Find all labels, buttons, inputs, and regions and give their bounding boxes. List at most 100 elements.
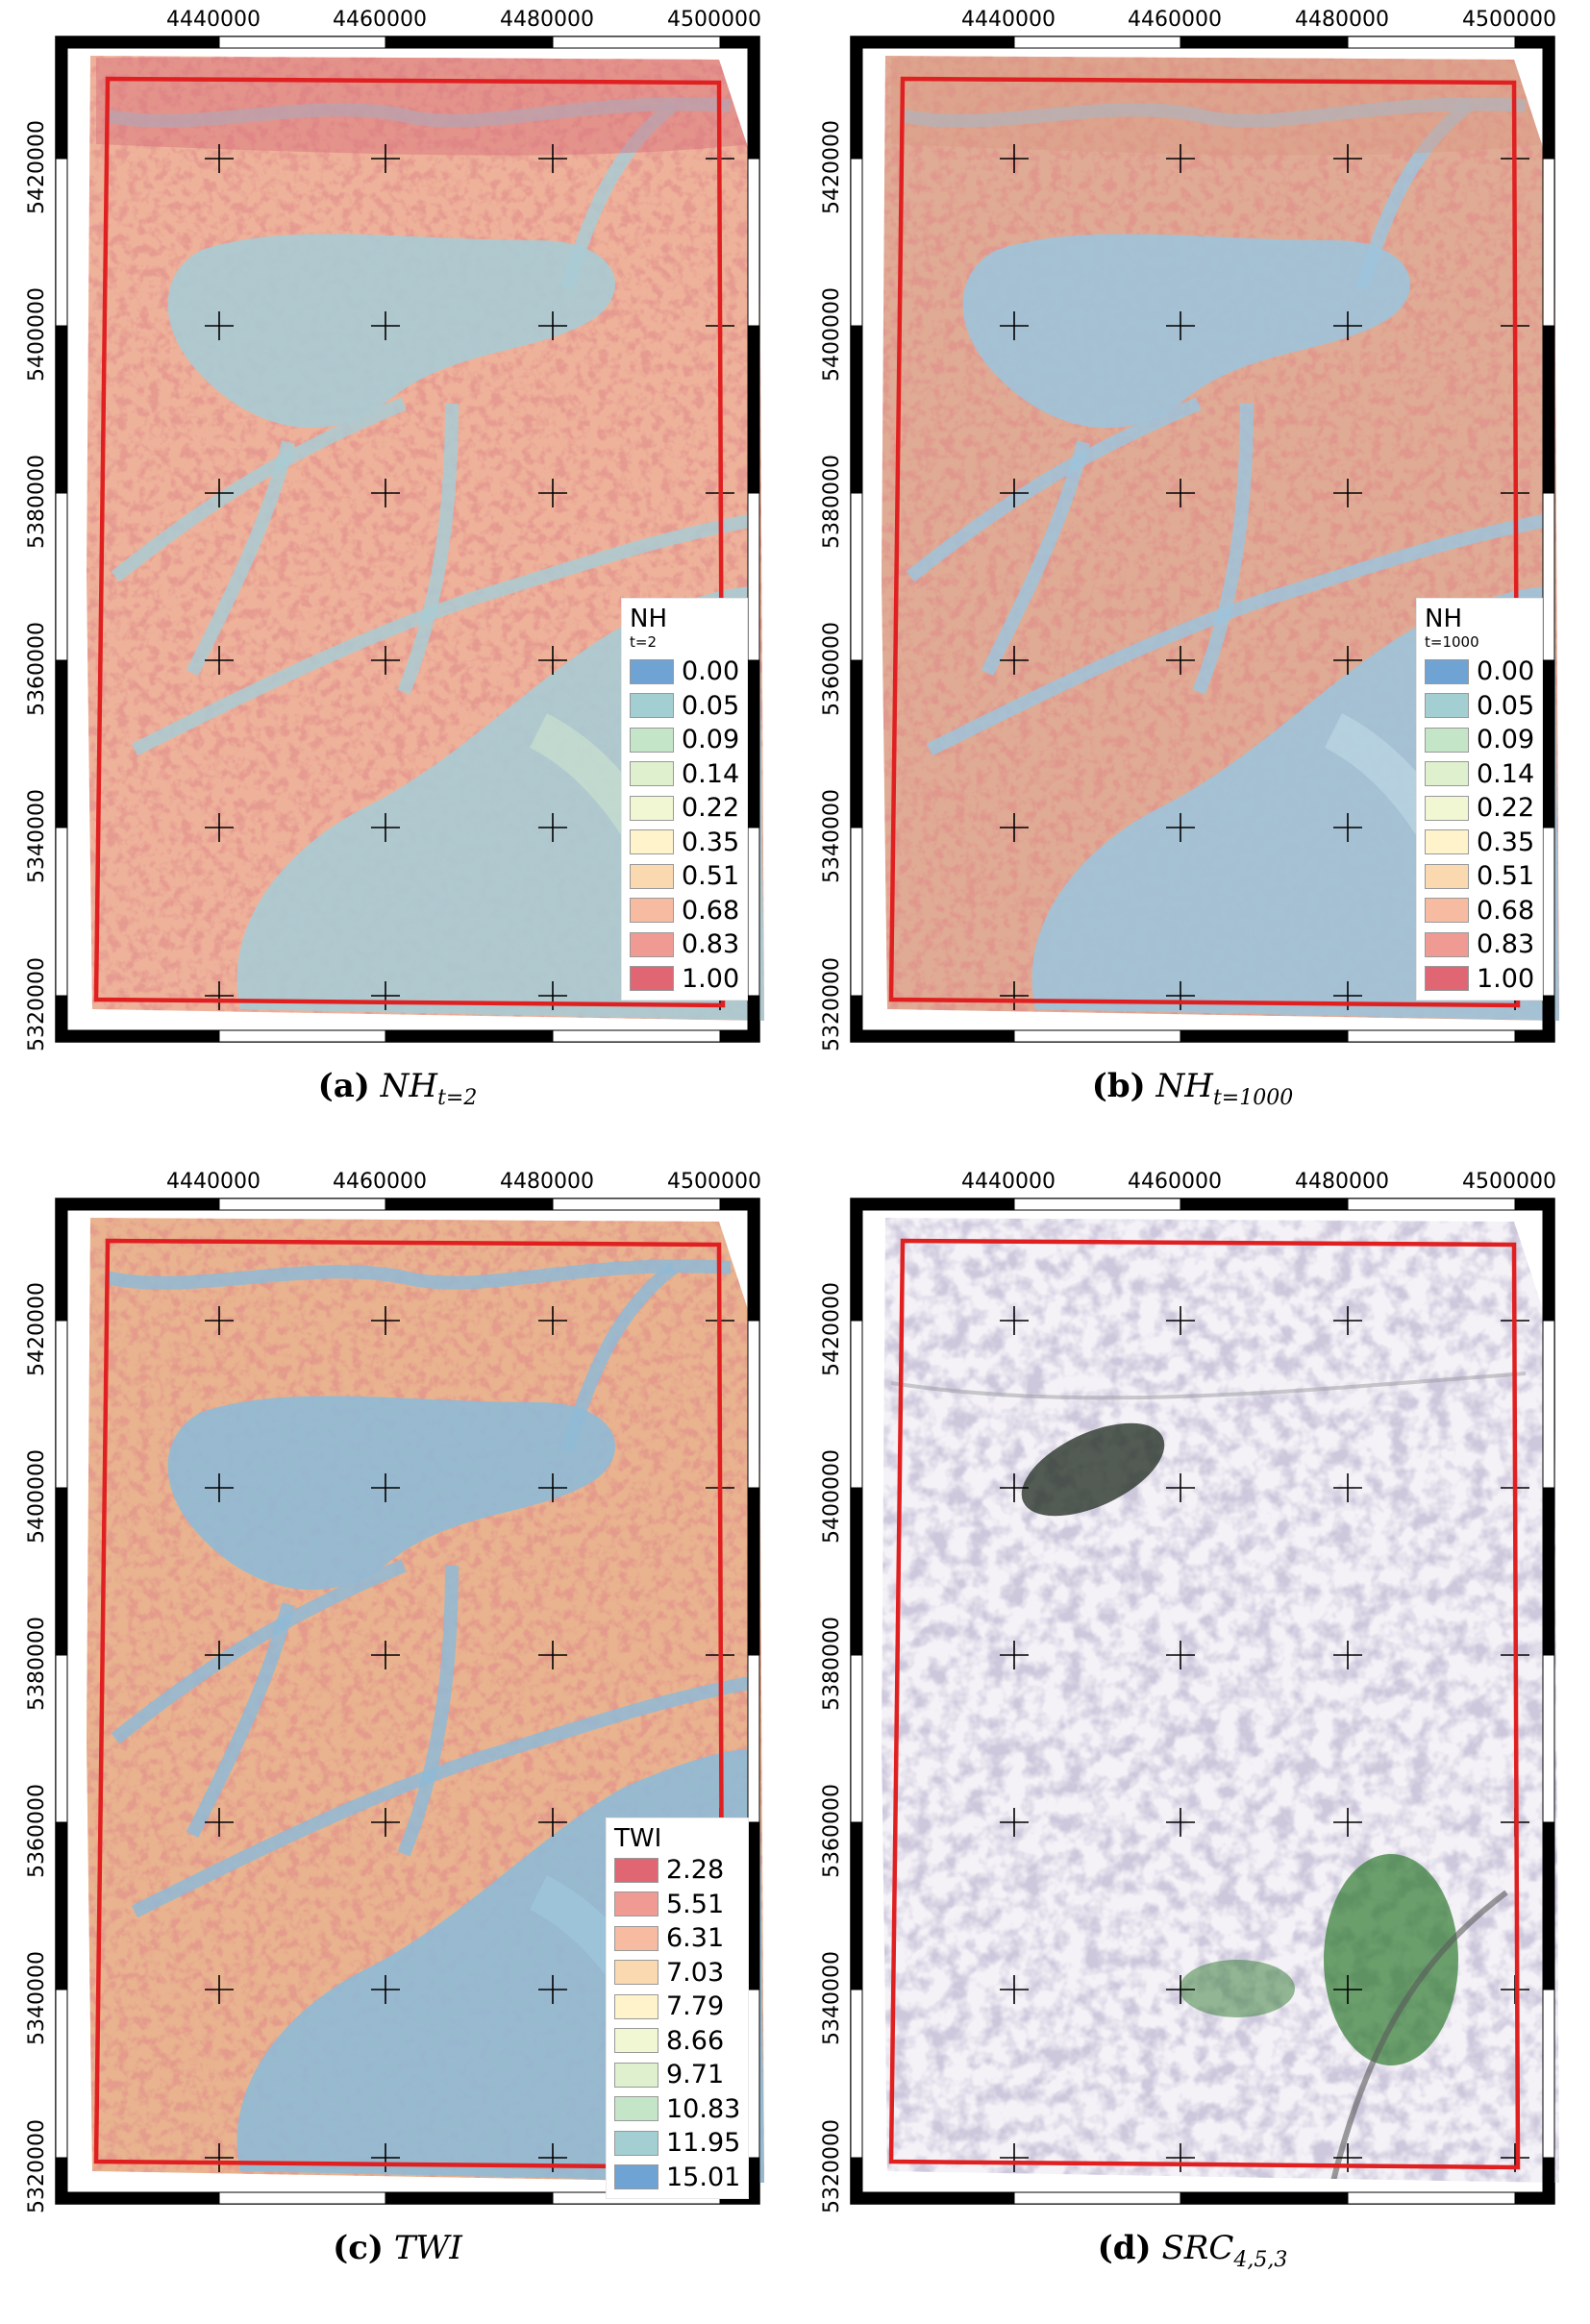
legend-value: 0.14 bbox=[682, 758, 740, 789]
legend-swatch bbox=[1425, 727, 1469, 753]
legend-item: 8.66 bbox=[614, 2024, 740, 2059]
legend-swatch bbox=[1425, 795, 1469, 821]
legend-item: 0.05 bbox=[630, 689, 739, 724]
y-tick-label: 5320000 bbox=[820, 957, 844, 1051]
legend-swatch bbox=[630, 966, 674, 992]
grid-cross bbox=[1333, 813, 1362, 842]
grid-cross bbox=[371, 2143, 400, 2172]
y-tick-label: 5400000 bbox=[25, 287, 49, 382]
grid-cross bbox=[1333, 1808, 1362, 1837]
y-tick-label: 5340000 bbox=[25, 1951, 49, 2045]
grid-cross bbox=[538, 1808, 567, 1837]
grid-cross bbox=[1000, 1641, 1029, 1669]
grid-cross bbox=[538, 1641, 567, 1669]
panel-b: 4440000 4460000 4480000 4500000 5420000 54000… bbox=[795, 0, 1590, 1162]
legend: NH t=2 0.00 0.05 0.09 0.14 0.22 0.35 0.51 0.68 0.8… bbox=[621, 598, 749, 1001]
y-tick-label: 5380000 bbox=[820, 1617, 844, 1711]
legend-item: 0.09 bbox=[630, 723, 739, 757]
legend-swatch bbox=[614, 1925, 658, 1951]
grid-cross bbox=[205, 813, 234, 842]
y-tick-label: 5320000 bbox=[25, 2119, 49, 2213]
legend-swatch bbox=[614, 2096, 658, 2122]
legend-swatch bbox=[1425, 761, 1469, 787]
legend-swatch bbox=[630, 863, 674, 889]
legend-item: 10.83 bbox=[614, 2092, 740, 2127]
caption-variable: NH bbox=[1155, 1067, 1213, 1105]
grid-cross bbox=[205, 981, 234, 1010]
x-tick-label: 4440000 bbox=[166, 8, 261, 32]
legend-value: 7.79 bbox=[666, 1991, 725, 2022]
grid-cross bbox=[371, 813, 400, 842]
legend-item: 1.00 bbox=[1425, 962, 1534, 997]
legend-item: 0.22 bbox=[630, 791, 739, 826]
map-raster bbox=[882, 1218, 1559, 2183]
grid-cross bbox=[205, 1473, 234, 1502]
legend-swatch bbox=[1425, 829, 1469, 855]
caption-variable: NH bbox=[380, 1067, 438, 1105]
grid-cross bbox=[205, 1808, 234, 1837]
legend-item: 0.35 bbox=[1425, 826, 1534, 860]
legend-value: 0.83 bbox=[1477, 929, 1535, 960]
y-tick-label: 5380000 bbox=[25, 455, 49, 549]
x-tick-label: 4440000 bbox=[961, 8, 1056, 32]
legend-value: 0.05 bbox=[682, 690, 740, 721]
legend-swatch bbox=[1425, 898, 1469, 924]
legend-value: 10.83 bbox=[666, 2093, 741, 2124]
legend-title: NH bbox=[630, 605, 667, 633]
y-tick-label: 5420000 bbox=[25, 1282, 49, 1376]
grid-cross bbox=[538, 1306, 567, 1335]
caption-subscript: 4,5,3 bbox=[1233, 2247, 1288, 2272]
grid-cross bbox=[1333, 479, 1362, 507]
x-tick-label: 4460000 bbox=[333, 8, 427, 32]
frame-ticks bbox=[850, 1198, 1555, 2205]
legend-swatch bbox=[614, 1960, 658, 1986]
legend-swatch bbox=[630, 795, 674, 821]
legend-item: 0.68 bbox=[1425, 894, 1534, 928]
legend-item: 0.83 bbox=[1425, 927, 1534, 962]
y-tick-label: 5420000 bbox=[820, 120, 844, 214]
legend-value: 6.31 bbox=[666, 1923, 725, 1954]
legend: NH t=1000 0.00 0.05 0.09 0.14 0.22 0.35 0.51 0.68… bbox=[1416, 598, 1544, 1001]
grid-cross bbox=[1166, 1306, 1195, 1335]
legend-value: 0.83 bbox=[682, 929, 740, 960]
legend-item: 0.83 bbox=[630, 927, 739, 962]
legend-swatch bbox=[614, 2130, 658, 2156]
legend-value: 0.22 bbox=[1477, 793, 1535, 824]
grid-cross bbox=[371, 311, 400, 340]
grid-cross bbox=[1166, 479, 1195, 507]
grid-cross bbox=[1000, 813, 1029, 842]
grid-cross bbox=[1166, 646, 1195, 675]
legend: TWI 2.28 5.51 6.31 7.03 7.79 8.66 9.71 10.83 11.9… bbox=[606, 1817, 750, 2199]
grid-cross bbox=[538, 646, 567, 675]
legend-value: 0.14 bbox=[1477, 758, 1535, 789]
legend-item: 1.00 bbox=[630, 962, 739, 997]
x-tick-label: 4500000 bbox=[1462, 8, 1556, 32]
panel-caption: (b) NHt=1000 bbox=[795, 1067, 1590, 1110]
grid-cross bbox=[1000, 2143, 1029, 2172]
legend-value: 2.28 bbox=[666, 1855, 725, 1886]
grid-cross bbox=[1166, 981, 1195, 1010]
y-tick-label: 5420000 bbox=[25, 120, 49, 214]
caption-letter: (c) bbox=[333, 2229, 384, 2267]
x-tick-label: 4500000 bbox=[667, 1170, 761, 1194]
grid-cross bbox=[205, 2143, 234, 2172]
grid-cross bbox=[1166, 1808, 1195, 1837]
grid-cross bbox=[1166, 311, 1195, 340]
legend-swatch bbox=[1425, 658, 1469, 684]
legend-value: 1.00 bbox=[1477, 963, 1535, 994]
legend-item: 9.71 bbox=[614, 2058, 740, 2092]
y-tick-label: 5400000 bbox=[25, 1449, 49, 1544]
grid-cross bbox=[538, 479, 567, 507]
grid-cross bbox=[205, 311, 234, 340]
legend-swatch bbox=[1425, 693, 1469, 719]
grid-cross bbox=[205, 144, 234, 173]
legend-item: 7.03 bbox=[614, 1956, 740, 1990]
y-tick-label: 5340000 bbox=[820, 789, 844, 883]
grid-cross bbox=[1000, 1473, 1029, 1502]
grid-cross bbox=[1166, 813, 1195, 842]
legend-swatch bbox=[630, 898, 674, 924]
y-tick-label: 5380000 bbox=[25, 1617, 49, 1711]
caption-variable: TWI bbox=[393, 2229, 462, 2267]
grid-cross bbox=[205, 1641, 234, 1669]
legend-item: 0.14 bbox=[630, 757, 739, 792]
